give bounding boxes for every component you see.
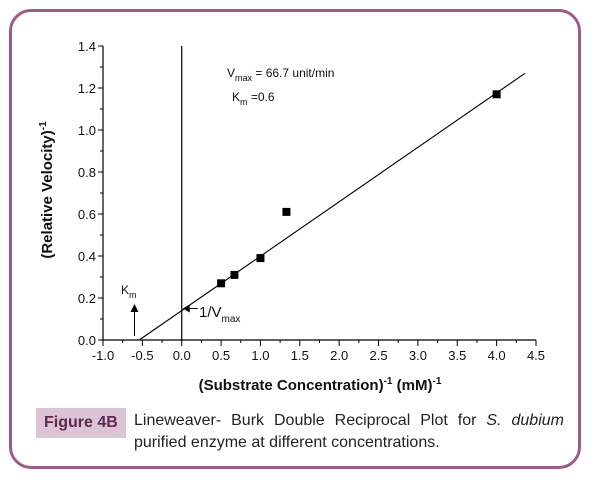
x-tick-label: 1.0: [251, 348, 269, 363]
fit-line-group: [138, 72, 526, 341]
x-tick-label: 3.0: [409, 348, 427, 363]
y-tick-label: 0.6: [78, 207, 96, 222]
data-point: [217, 279, 226, 288]
x-tick-label: 4.0: [488, 348, 506, 363]
data-point: [282, 207, 291, 216]
km-arrow-head: [130, 304, 139, 312]
data-point: [492, 90, 501, 99]
y-tick-label: 0.2: [78, 291, 96, 306]
fit-line: [138, 72, 526, 341]
caption-text: Lineweaver- Burk Double Reciprocal Plot …: [134, 410, 564, 454]
data-point: [230, 270, 239, 279]
km-annotation: Km =0.6: [232, 90, 275, 107]
y-tick-label: 1.4: [78, 39, 96, 54]
y-tick-label: 0.4: [78, 249, 96, 264]
figure-label: Figure 4B: [36, 408, 126, 438]
axes: [102, 46, 536, 341]
x-tick-label: 3.5: [448, 348, 466, 363]
lineweaver-burk-plot: 0.0 0.2 0.4 0.6 0.8 1.0 1.2 1.4 -1.0 -0.5 0.0 0.5 1.…: [38, 39, 545, 394]
y-axis-title: (Relative Velocity)-1: [38, 121, 56, 259]
x-axis-title: (Substrate Concentration)-1 (mM)-1: [199, 376, 442, 394]
data-points: [217, 90, 501, 288]
y-tick-label: 0.0: [78, 333, 96, 348]
km-arrow-icon: [130, 304, 139, 336]
x-tick-label: -0.5: [131, 348, 153, 363]
data-point: [256, 254, 265, 263]
vmax-annotation: Vmax = 66.7 unit/min: [227, 66, 334, 83]
x-tick-label: 2.0: [330, 348, 348, 363]
vmax-arrow-label: 1/Vmax: [199, 304, 240, 325]
vmax-arrow-icon: [182, 304, 198, 313]
caption-text-part: purified enzyme at different concentrati…: [134, 434, 440, 451]
x-tick-label: 2.5: [370, 348, 388, 363]
x-tick-label: 4.5: [527, 348, 545, 363]
y-tick-label: 0.8: [78, 165, 96, 180]
x-tick-label: 1.5: [291, 348, 309, 363]
x-tick-label: -1.0: [92, 348, 114, 363]
figure-frame: [9, 9, 581, 469]
vmax-arrow-head: [182, 304, 190, 313]
y-tick-label: 1.2: [78, 81, 96, 96]
x-tick-label: 0.0: [173, 348, 191, 363]
x-tick-label: 0.5: [212, 348, 230, 363]
y-tick-label: 1.0: [78, 123, 96, 138]
caption-text-part: Lineweaver- Burk Double Reciprocal Plot …: [134, 412, 487, 429]
km-arrow-label: Km: [121, 283, 137, 300]
ticks: 0.0 0.2 0.4 0.6 0.8 1.0 1.2 1.4 -1.0 -0.5 0.0 0.5 1.…: [78, 39, 545, 363]
caption-species: S. dubium: [486, 412, 564, 429]
